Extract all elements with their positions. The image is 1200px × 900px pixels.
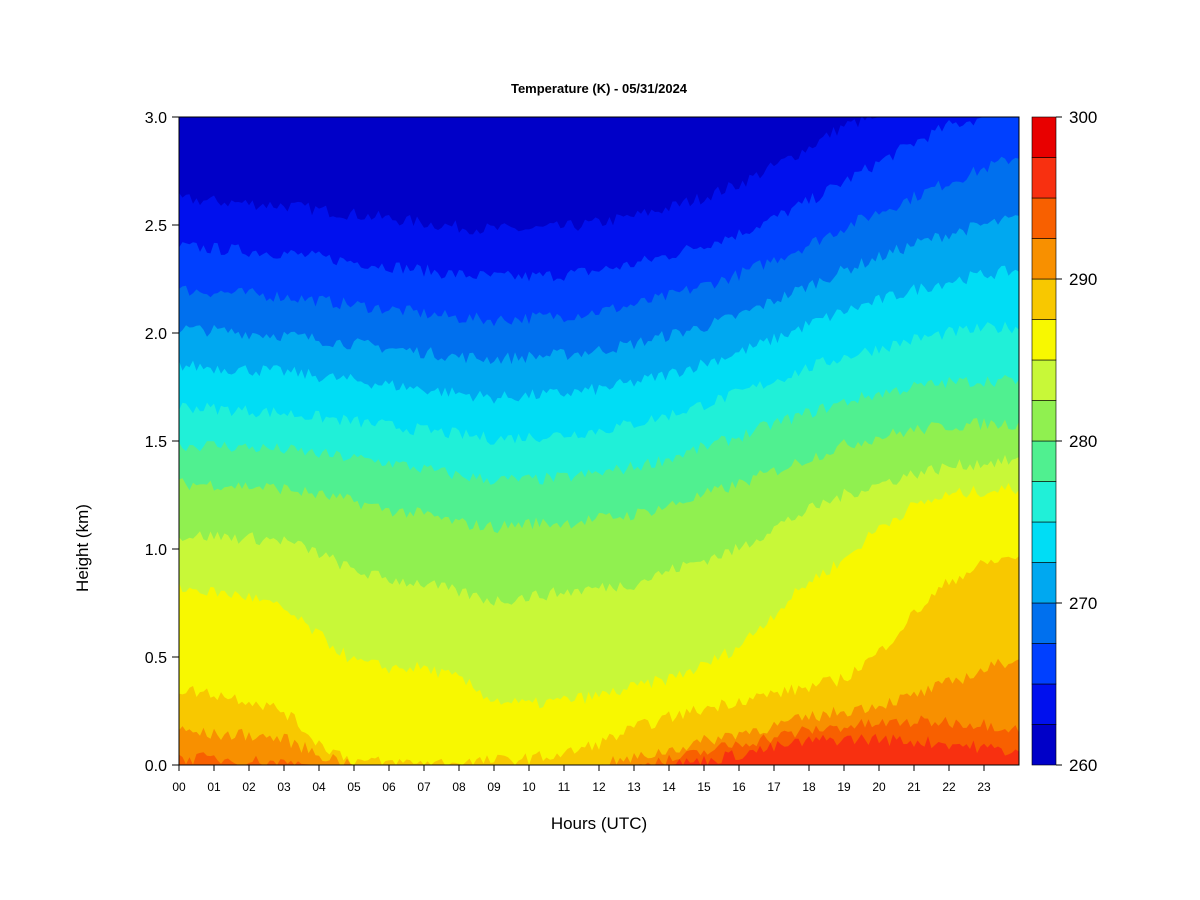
x-tick-label: 18	[802, 780, 816, 794]
isotherm-band-297_5	[179, 733, 1019, 765]
x-tick-label: 19	[837, 780, 851, 794]
colorbar-band	[1031, 481, 1057, 523]
x-tick-label: 07	[417, 780, 431, 794]
isotherm-band-290	[179, 556, 1019, 765]
x-tick-label: 14	[662, 780, 676, 794]
x-axis-label: Hours (UTC)	[551, 814, 647, 833]
x-tick-label: 00	[172, 780, 186, 794]
colorbar-tick-label: 280	[1069, 432, 1097, 451]
colorbar-band	[1031, 724, 1057, 766]
x-tick-label: 06	[382, 780, 396, 794]
colorbar-band	[1031, 602, 1057, 644]
colorbar-band	[1031, 400, 1057, 442]
y-axis-label: Height (km)	[73, 504, 92, 592]
colorbar-band	[1031, 562, 1057, 604]
colorbar-band	[1031, 116, 1057, 158]
x-tick-label: 20	[872, 780, 886, 794]
colorbar-tick-label: 300	[1069, 108, 1097, 127]
colorbar-band	[1031, 157, 1057, 199]
x-tick-label: 05	[347, 780, 361, 794]
colorbar-tick-label: 290	[1069, 270, 1097, 289]
x-axis: 00 01 02 03 04 05 06 07 08 09 10 11 12 13 14 15 16 17 18 19…	[172, 765, 991, 794]
y-tick-label: 1.0	[145, 542, 167, 559]
x-tick-label: 12	[592, 780, 606, 794]
y-tick-label: 2.5	[145, 218, 167, 235]
x-tick-label: 22	[942, 780, 956, 794]
y-tick-label: 2.0	[145, 326, 167, 343]
colorbar-ticks: 260 270 280 290 300	[1056, 108, 1097, 775]
colorbar	[1031, 116, 1057, 766]
y-tick-label: 0.0	[145, 758, 167, 775]
colorbar-tick-label: 270	[1069, 594, 1097, 613]
colorbar-tick-label: 260	[1069, 756, 1097, 775]
x-tick-label: 21	[907, 780, 921, 794]
x-tick-label: 03	[277, 780, 291, 794]
x-tick-label: 09	[487, 780, 501, 794]
colorbar-band	[1031, 278, 1057, 320]
y-tick-label: 0.5	[145, 650, 167, 667]
x-tick-label: 04	[312, 780, 326, 794]
heatmap-plot-area	[179, 117, 1019, 765]
colorbar-band	[1031, 521, 1057, 563]
x-tick-label: 17	[767, 780, 781, 794]
colorbar-band	[1031, 643, 1057, 685]
x-tick-label: 11	[558, 780, 571, 794]
y-tick-label: 1.5	[145, 434, 167, 451]
x-tick-label: 08	[452, 780, 466, 794]
y-axis: 0.0 0.5 1.0 1.5 2.0 2.5 3.0	[145, 110, 180, 775]
colorbar-band	[1031, 238, 1057, 280]
x-tick-label: 13	[627, 780, 641, 794]
colorbar-band	[1031, 440, 1057, 482]
x-tick-label: 02	[242, 780, 256, 794]
colorbar-band	[1031, 319, 1057, 361]
colorbar-band	[1031, 359, 1057, 401]
x-tick-label: 15	[697, 780, 711, 794]
colorbar-band	[1031, 683, 1057, 725]
x-tick-label: 16	[732, 780, 746, 794]
x-tick-label: 10	[522, 780, 536, 794]
chart-title: Temperature (K) - 05/31/2024	[511, 81, 688, 96]
y-tick-label: 3.0	[145, 110, 167, 127]
x-tick-label: 23	[977, 780, 991, 794]
x-tick-label: 01	[207, 780, 221, 794]
colorbar-band	[1031, 197, 1057, 239]
